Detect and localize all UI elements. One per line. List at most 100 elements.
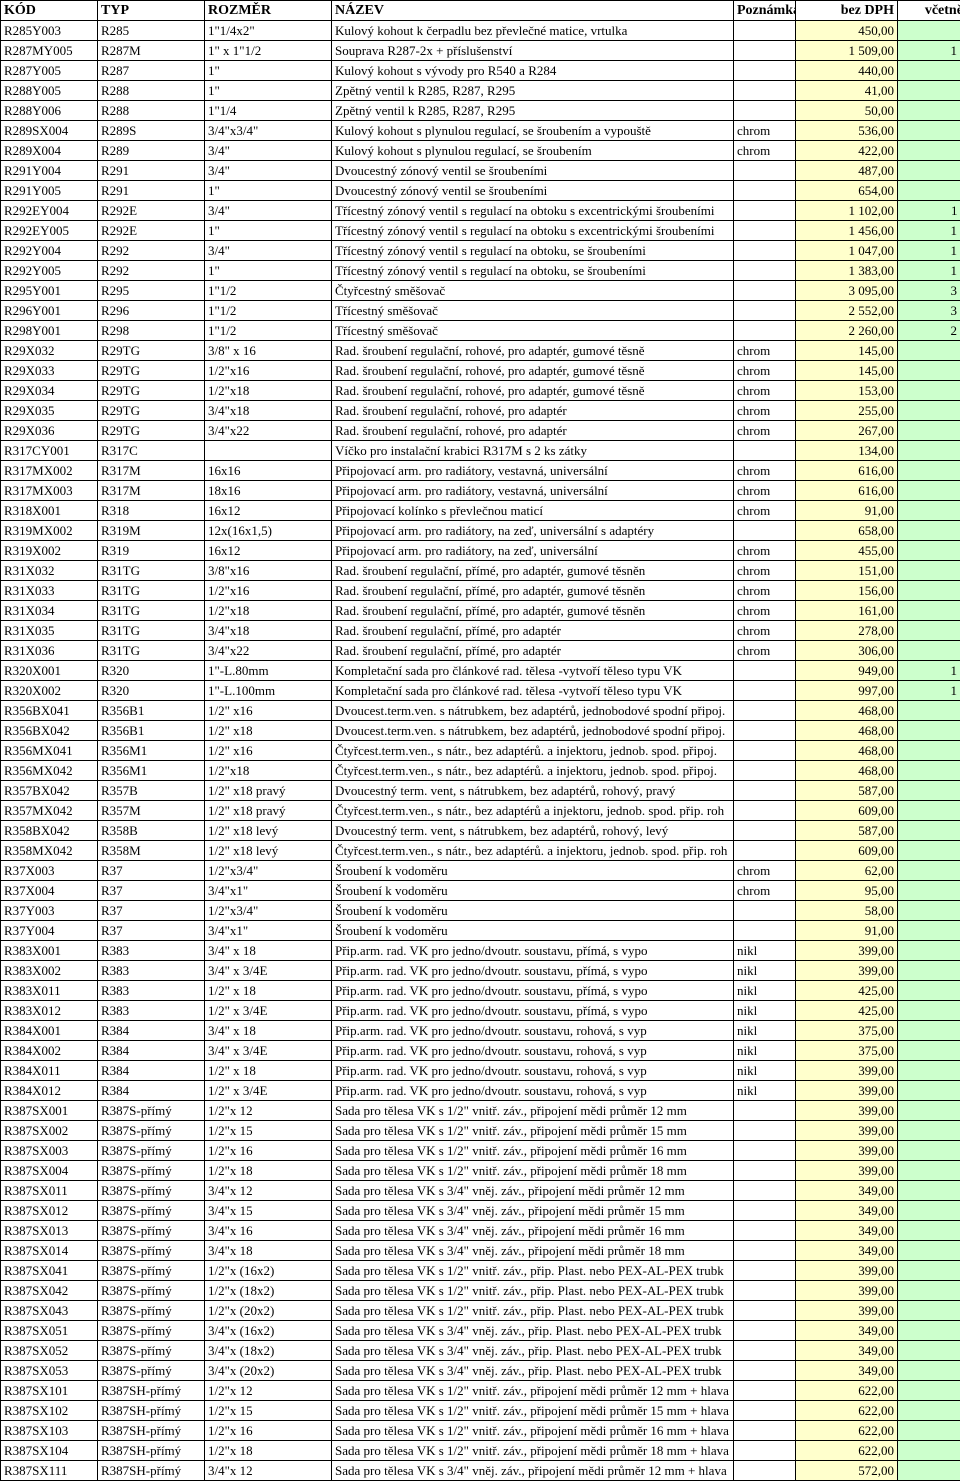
table-row: R383X002R3833/4" x 3/4EPřip.arm. rad. VK…	[1, 961, 960, 981]
table-row: R295Y001R2951"1/2Čtyřcestný směšovač3 09…	[1, 281, 960, 301]
cell-pozn	[734, 1441, 796, 1461]
cell-pozn	[734, 661, 796, 681]
cell-rozmer: 1"1/4x2"	[205, 21, 332, 41]
table-row: R317CY001R317CVíčko pro instalační krabi…	[1, 441, 960, 461]
cell-kod: R37Y004	[1, 921, 98, 941]
cell-bez: 468,00	[796, 721, 898, 741]
cell-pozn	[734, 1241, 796, 1261]
cell-pozn: nikl	[734, 961, 796, 981]
cell-pozn: chrom	[734, 121, 796, 141]
cell-bez: 422,00	[796, 141, 898, 161]
table-row: R384X001R3843/4" x 18Přip.arm. rad. VK p…	[1, 1021, 960, 1041]
cell-typ: R387S-přímý	[98, 1321, 205, 1341]
cell-vc: 778,26	[898, 181, 960, 201]
cell-rozmer: 1/2"x 18	[205, 1441, 332, 1461]
cell-typ: R357M	[98, 801, 205, 821]
header-nazev: NÁZEV	[332, 1, 734, 21]
cell-typ: R387S-přímý	[98, 1121, 205, 1141]
cell-rozmer: 3/4"x 16	[205, 1221, 332, 1241]
cell-typ: R384	[98, 1041, 205, 1061]
cell-typ: R387S-přímý	[98, 1341, 205, 1361]
cell-vc: 172,55	[898, 361, 960, 381]
cell-kod: R357BX042	[1, 781, 98, 801]
cell-bez: 349,00	[796, 1241, 898, 1261]
table-row: R37Y004R373/4"x1"Šroubení k vodoměru91,0…	[1, 921, 960, 941]
cell-pozn	[734, 901, 796, 921]
cell-vc: 740,18	[898, 1401, 960, 1421]
cell-nazev: Sada pro tělesa VK s 1/2" vnitř. záv., p…	[332, 1141, 734, 1161]
cell-pozn: nikl	[734, 1061, 796, 1081]
cell-nazev: Sada pro tělesa VK s 3/4" vněj. záv., př…	[332, 1241, 734, 1261]
cell-vc: 330,82	[898, 621, 960, 641]
cell-typ: R387S-přímý	[98, 1261, 205, 1281]
cell-typ: R356B1	[98, 721, 205, 741]
cell-pozn: chrom	[734, 601, 796, 621]
cell-rozmer: 1/2" x18 levý	[205, 821, 332, 841]
cell-nazev: Přip.arm. rad. VK pro jedno/dvoutr. sous…	[332, 1041, 734, 1061]
cell-vc: 698,53	[898, 821, 960, 841]
cell-nazev: Sada pro tělesa VK s 1/2" vnitř. záv., p…	[332, 1101, 734, 1121]
cell-vc: 556,92	[898, 701, 960, 721]
cell-nazev: Rad. šroubení regulační, rohové, pro ada…	[332, 361, 734, 381]
cell-vc: 474,81	[898, 941, 960, 961]
cell-bez: 2 260,00	[796, 321, 898, 341]
cell-typ: R291	[98, 161, 205, 181]
cell-bez: 161,00	[796, 601, 898, 621]
cell-kod: R356MX041	[1, 741, 98, 761]
cell-bez: 616,00	[796, 481, 898, 501]
cell-rozmer: 3/4"	[205, 241, 332, 261]
cell-typ: R317M	[98, 481, 205, 501]
cell-pozn: chrom	[734, 141, 796, 161]
cell-bez: 587,00	[796, 781, 898, 801]
cell-bez: 349,00	[796, 1181, 898, 1201]
cell-pozn	[734, 201, 796, 221]
table-row: R357BX042R357B1/2" x18 pravýDvoucestný t…	[1, 781, 960, 801]
cell-bez: 349,00	[796, 1221, 898, 1241]
cell-vc: 474,81	[898, 1301, 960, 1321]
cell-nazev: Sada pro tělesa VK s 3/4" vněj. záv., př…	[332, 1201, 734, 1221]
cell-vc: 474,81	[898, 1261, 960, 1281]
cell-typ: R383	[98, 1001, 205, 1021]
cell-kod: R29X033	[1, 361, 98, 381]
header-bez: bez DPH	[796, 1, 898, 21]
cell-nazev: Kulový kohout s plynulou regulací, se šr…	[332, 141, 734, 161]
cell-bez: 399,00	[796, 1141, 898, 1161]
cell-bez: 267,00	[796, 421, 898, 441]
cell-pozn	[734, 41, 796, 61]
cell-bez: 62,00	[796, 861, 898, 881]
cell-typ: R29TG	[98, 401, 205, 421]
table-row: R383X001R3833/4" x 18Přip.arm. rad. VK p…	[1, 941, 960, 961]
cell-nazev: Sada pro tělesa VK s 3/4" vněj. záv., př…	[332, 1341, 734, 1361]
cell-typ: R387S-přímý	[98, 1281, 205, 1301]
cell-pozn	[734, 281, 796, 301]
cell-pozn	[734, 1341, 796, 1361]
cell-nazev: Dvoucestný zónový ventil se šroubeními	[332, 181, 734, 201]
table-row: R387SX101R387SH-přímý1/2"x 12Sada pro tě…	[1, 1381, 960, 1401]
table-row: R319MX002R319M12x(16x1,5)Připojovací arm…	[1, 521, 960, 541]
cell-nazev: Třícestný směšovač	[332, 301, 734, 321]
cell-typ: R384	[98, 1061, 205, 1081]
cell-vc: 724,71	[898, 841, 960, 861]
cell-kod: R384X002	[1, 1041, 98, 1061]
cell-rozmer: 1/2"x (18x2)	[205, 1281, 332, 1301]
cell-pozn	[734, 301, 796, 321]
cell-rozmer: 3/4" x 3/4E	[205, 961, 332, 981]
cell-pozn	[734, 441, 796, 461]
table-row: R356BX042R356B11/2" x18Dvoucest.term.ven…	[1, 721, 960, 741]
table-row: R317MX002R317M16x16Připojovací arm. pro …	[1, 461, 960, 481]
cell-bez: 399,00	[796, 1101, 898, 1121]
cell-pozn	[734, 741, 796, 761]
cell-bez: 622,00	[796, 1381, 898, 1401]
cell-pozn	[734, 801, 796, 821]
table-row: R29X032R29TG3/8" x 16Rad. šroubení regul…	[1, 341, 960, 361]
cell-rozmer: 12x(16x1,5)	[205, 521, 332, 541]
cell-nazev: Dvoucestný term. vent, s nátrubkem, bez …	[332, 781, 734, 801]
cell-kod: R387SX041	[1, 1261, 98, 1281]
cell-vc: 3 683,05	[898, 281, 960, 301]
cell-pozn	[734, 321, 796, 341]
cell-bez: 399,00	[796, 1161, 898, 1181]
table-row: R288Y005R2881"Zpětný ventil k R285, R287…	[1, 81, 960, 101]
cell-rozmer: 1/2" x18	[205, 721, 332, 741]
cell-rozmer: 3/4"x (16x2)	[205, 1321, 332, 1341]
table-row: R387SX003R387S-přímý1/2"x 16Sada pro těl…	[1, 1141, 960, 1161]
